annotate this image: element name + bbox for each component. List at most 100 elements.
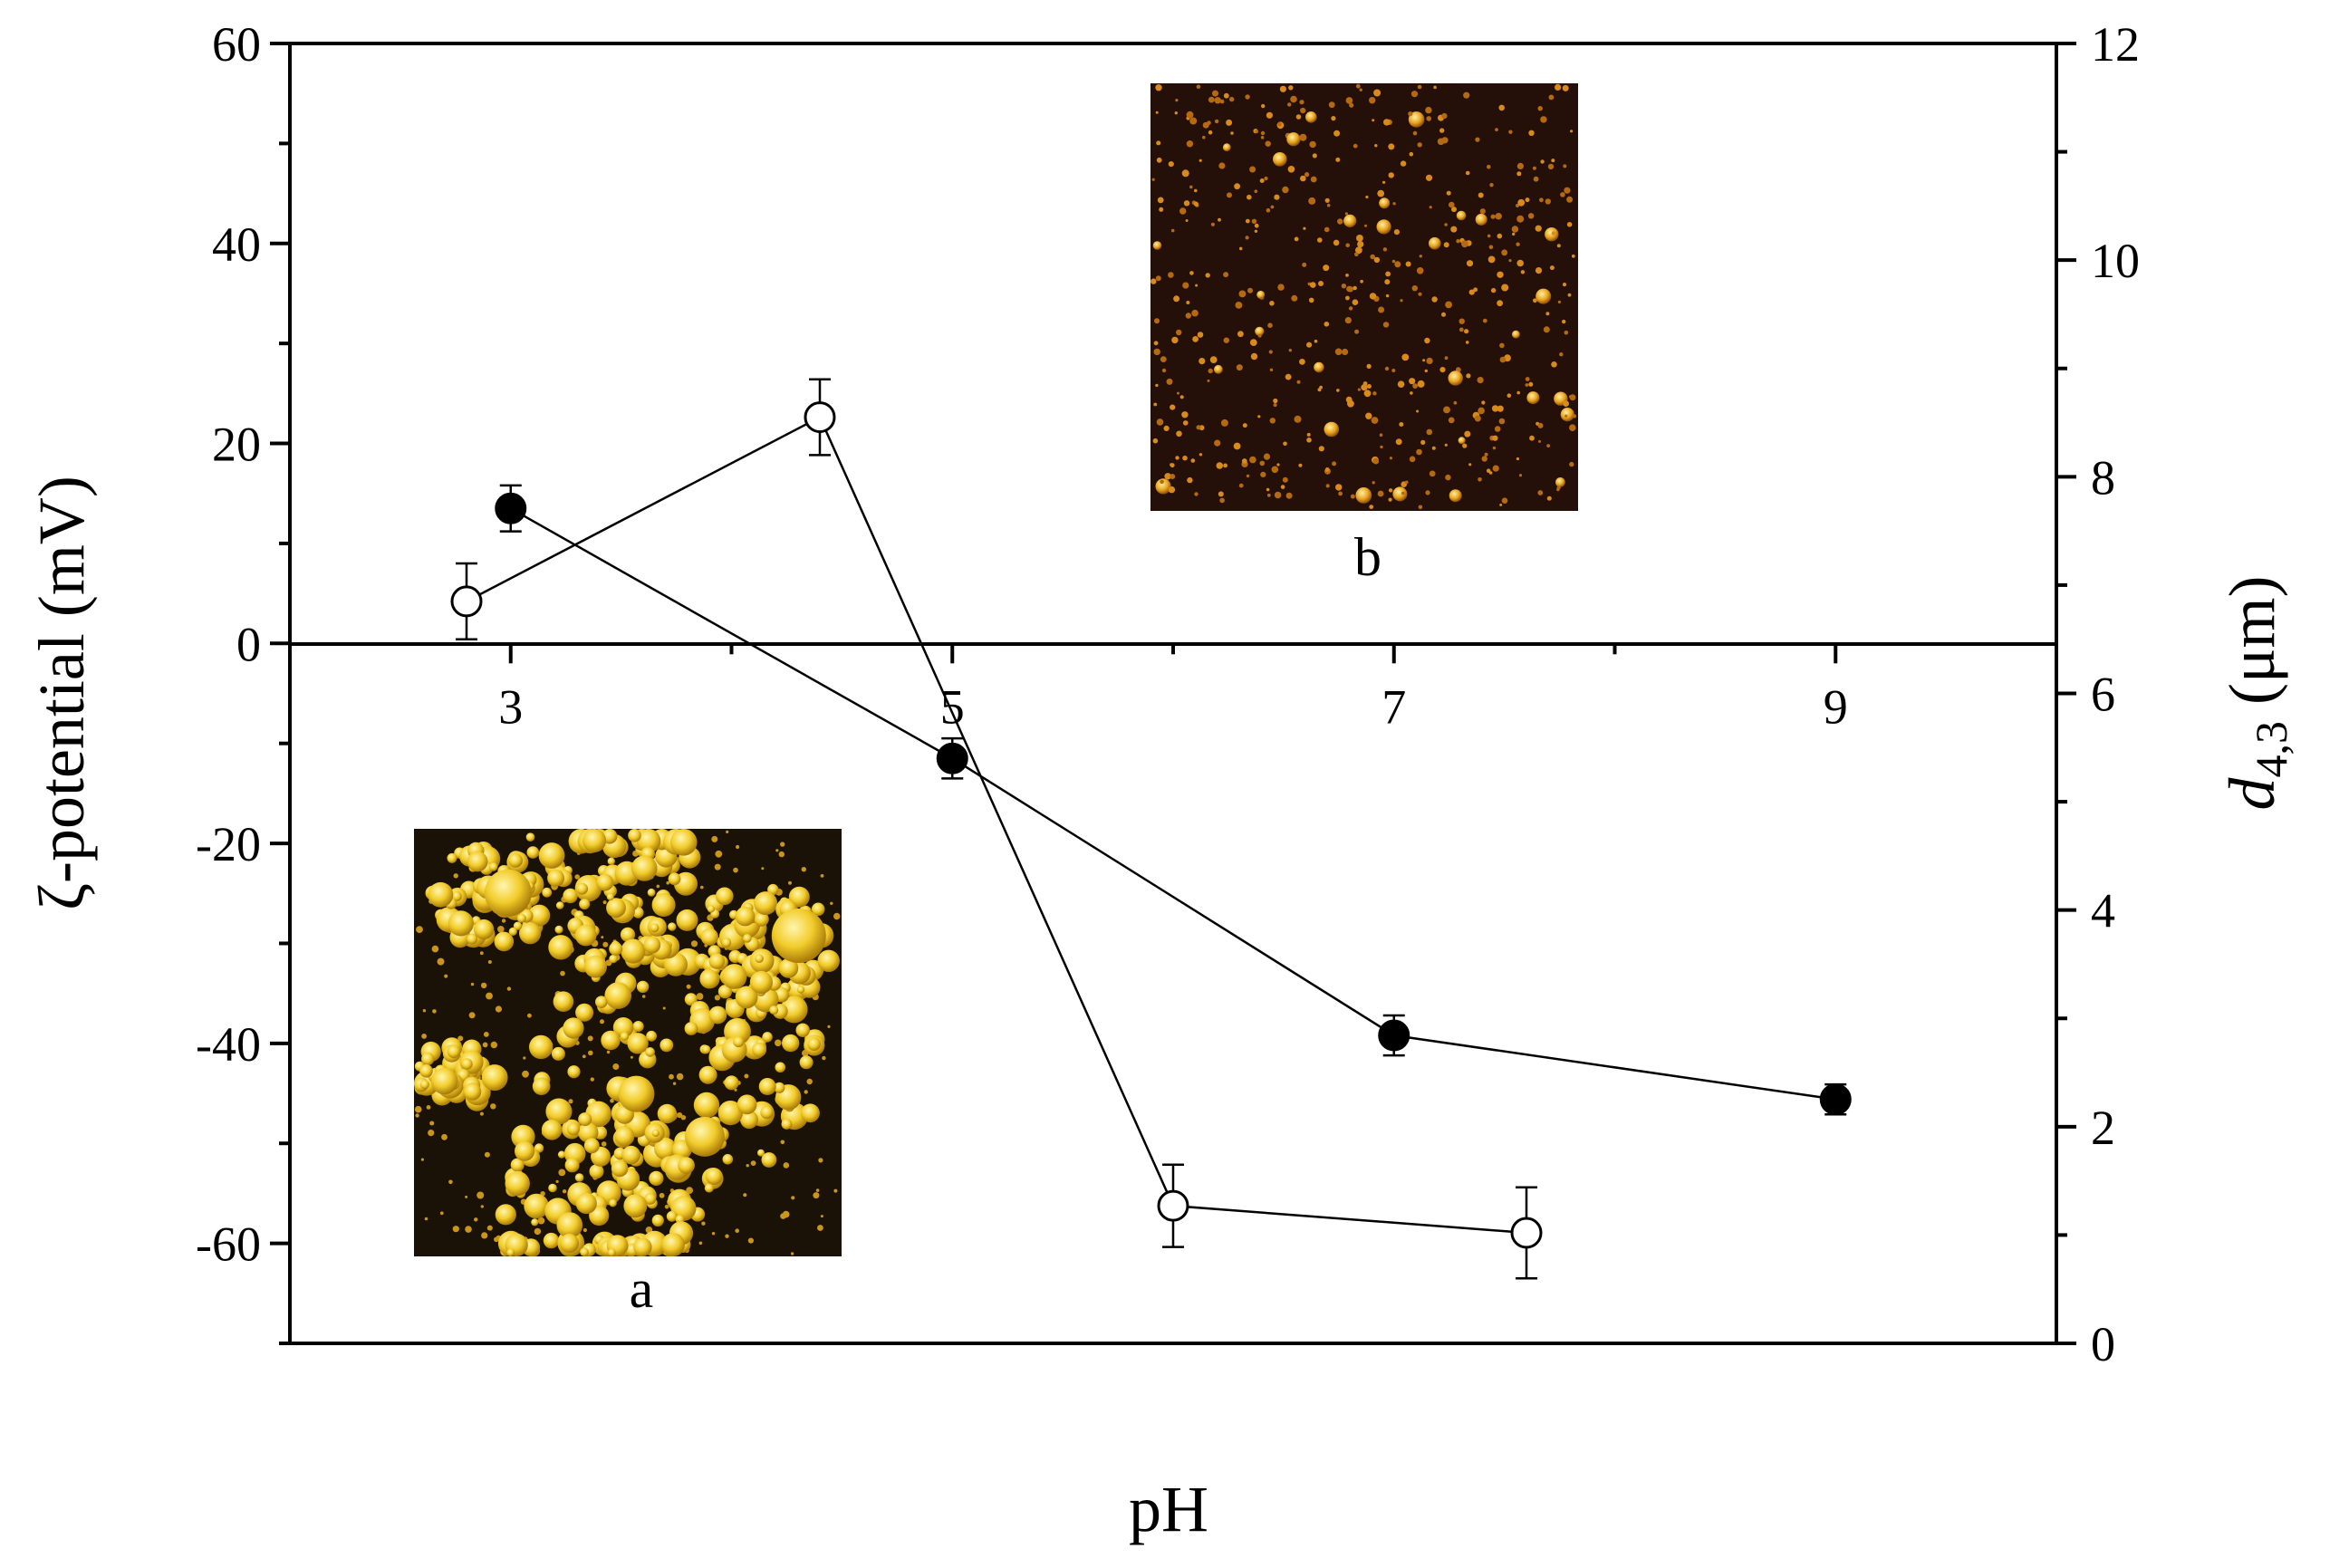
inset-a-droplet — [467, 851, 488, 872]
inset-b-droplet — [1399, 422, 1404, 427]
inset-b-droplet — [1355, 487, 1372, 504]
inset-b-droplet — [1533, 176, 1539, 182]
inset-b-droplet — [1410, 91, 1419, 98]
inset-b-droplet — [1179, 207, 1187, 215]
inset-b-droplet — [1170, 228, 1175, 233]
inset-b-droplet — [1456, 210, 1467, 221]
inset-a-droplet — [704, 1183, 714, 1193]
inset-b-droplet — [1286, 132, 1301, 147]
inset-a-droplet — [486, 992, 493, 1000]
inset-b-droplet — [1230, 131, 1234, 135]
inset-b-droplet — [1382, 247, 1388, 252]
inset-b-droplet — [1254, 189, 1258, 193]
inset-b-droplet — [1220, 418, 1228, 427]
inset-a-droplet — [538, 842, 565, 869]
inset-b-droplet — [1528, 130, 1535, 136]
inset-b-droplet — [1256, 290, 1266, 299]
inset-b-droplet — [1487, 234, 1491, 238]
right-axis-title-main: d — [2216, 777, 2288, 811]
inset-b-droplet — [1186, 140, 1194, 148]
inset-a-droplet — [747, 1237, 755, 1244]
inset-micrograph-b — [1150, 83, 1578, 511]
inset-b-droplet — [1338, 491, 1343, 496]
inset-b-droplet — [1263, 453, 1271, 460]
inset-b-droplet — [1208, 96, 1215, 103]
x-tick-label: 3 — [498, 679, 523, 734]
inset-b-droplet — [1497, 233, 1503, 239]
inset-b-droplet — [1507, 393, 1512, 399]
inset-b-droplet — [1259, 178, 1265, 183]
inset-a-droplet — [744, 1073, 749, 1079]
inset-b-droplet — [1540, 116, 1547, 123]
inset-b-droplet — [1382, 180, 1386, 184]
inset-b-droplet — [1422, 359, 1426, 362]
inset-b-droplet — [1555, 477, 1565, 487]
inset-a-droplet — [757, 1149, 765, 1157]
series-2-point — [1510, 1217, 1543, 1249]
inset-b-droplet — [1379, 433, 1383, 438]
inset-b-droplet — [1348, 306, 1353, 311]
inset-a-droplet — [684, 1022, 698, 1035]
inset-b-droplet — [1492, 465, 1499, 472]
inset-a-droplet — [448, 910, 474, 937]
inset-b-droplet — [1369, 505, 1374, 509]
inset-b-droplet — [1424, 369, 1429, 373]
inset-b-droplet — [1376, 219, 1391, 235]
inset-b-droplet — [1489, 183, 1494, 188]
inset-a-droplet — [641, 995, 646, 998]
inset-b-droplet — [1254, 223, 1259, 228]
inset-b-droplet — [1556, 487, 1560, 492]
inset-b-droplet — [1156, 418, 1164, 426]
inset-b-droplet — [1288, 85, 1294, 91]
inset-b-droplet — [1306, 341, 1313, 348]
inset-b-droplet — [1150, 278, 1157, 284]
inset-b-droplet — [1235, 302, 1243, 309]
inset-b-label: b — [1354, 527, 1381, 587]
inset-a-droplet — [623, 1194, 648, 1218]
inset-a-droplet — [545, 1098, 573, 1125]
inset-a-droplet — [432, 1009, 437, 1014]
inset-b-droplet — [1391, 259, 1396, 264]
inset-b-droplet — [1487, 164, 1491, 169]
series-2-point — [804, 401, 836, 434]
inset-b-droplet — [1444, 356, 1449, 361]
inset-a-droplet — [620, 1032, 630, 1041]
inset-b-droplet — [1548, 94, 1555, 101]
inset-b-droplet — [1546, 495, 1552, 501]
inset-b-droplet — [1392, 202, 1396, 206]
inset-b-droplet — [1498, 104, 1505, 111]
inset-a-droplet — [690, 940, 698, 948]
inset-a-droplet — [428, 881, 454, 908]
inset-b-droplet — [1563, 400, 1569, 407]
inset-a-droplet — [669, 829, 698, 856]
inset-b-droplet — [1324, 467, 1330, 472]
inset-b-droplet — [1189, 117, 1198, 125]
inset-b-droplet — [1360, 279, 1363, 284]
inset-a-droplet — [606, 893, 614, 901]
inset-b-droplet — [1547, 163, 1555, 170]
inset-a-droplet — [833, 1188, 838, 1193]
inset-a-droplet — [774, 1082, 785, 1093]
inset-b-droplet — [1441, 112, 1448, 120]
inset-a-droplet — [664, 1204, 669, 1209]
inset-b-droplet — [1192, 336, 1199, 342]
inset-b-droplet — [1481, 400, 1486, 405]
inset-b-droplet — [1266, 493, 1271, 497]
inset-b-droplet — [1353, 285, 1357, 291]
inset-b-droplet — [1222, 143, 1231, 152]
inset-b-droplet — [1344, 212, 1348, 216]
inset-b-droplet — [1223, 463, 1227, 468]
inset-b-droplet — [1290, 95, 1297, 103]
inset-b-droplet — [1247, 287, 1253, 293]
inset-a-droplet — [735, 986, 758, 1009]
inset-b-droplet — [1462, 443, 1468, 448]
inset-b-droplet — [1317, 237, 1323, 243]
inset-a-droplet — [775, 1039, 782, 1047]
inset-a-droplet — [708, 953, 726, 969]
inset-a-droplet — [656, 884, 660, 889]
inset-b-droplet — [1491, 405, 1499, 412]
left-axis-title: ζ-potential (mV) — [25, 476, 98, 910]
inset-b-droplet — [1161, 368, 1167, 373]
inset-b-droplet — [1153, 402, 1158, 407]
inset-a-droplet — [806, 1078, 813, 1085]
